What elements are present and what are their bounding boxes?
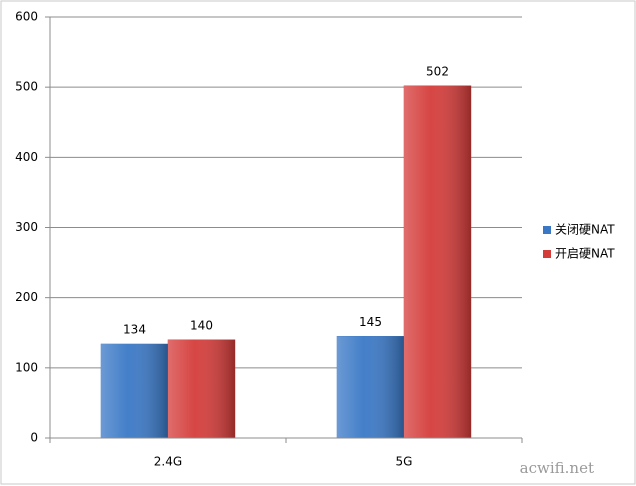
watermark: acwifi.net	[520, 459, 594, 477]
y-tick-label: 100	[15, 360, 38, 374]
y-tick-label: 200	[15, 290, 38, 304]
legend-label: 关闭硬NAT	[555, 223, 615, 237]
legend-swatch	[543, 250, 551, 258]
y-tick-label: 300	[15, 220, 38, 234]
data-label: 134	[123, 322, 146, 336]
legend-label: 开启硬NAT	[555, 247, 615, 261]
data-label: 502	[426, 64, 449, 78]
y-tick-label: 500	[15, 80, 38, 94]
bar	[100, 343, 169, 439]
data-label: 145	[359, 315, 382, 329]
x-tick-label: 2.4G	[154, 455, 182, 469]
bar	[336, 336, 405, 439]
legend-swatch	[543, 226, 551, 234]
y-tick-label: 0	[30, 431, 38, 445]
y-tick-label: 400	[15, 150, 38, 164]
y-tick-label: 600	[15, 10, 38, 24]
data-label: 140	[190, 318, 213, 332]
bar	[403, 85, 472, 439]
bar	[167, 339, 236, 439]
x-tick-label: 5G	[396, 455, 413, 469]
